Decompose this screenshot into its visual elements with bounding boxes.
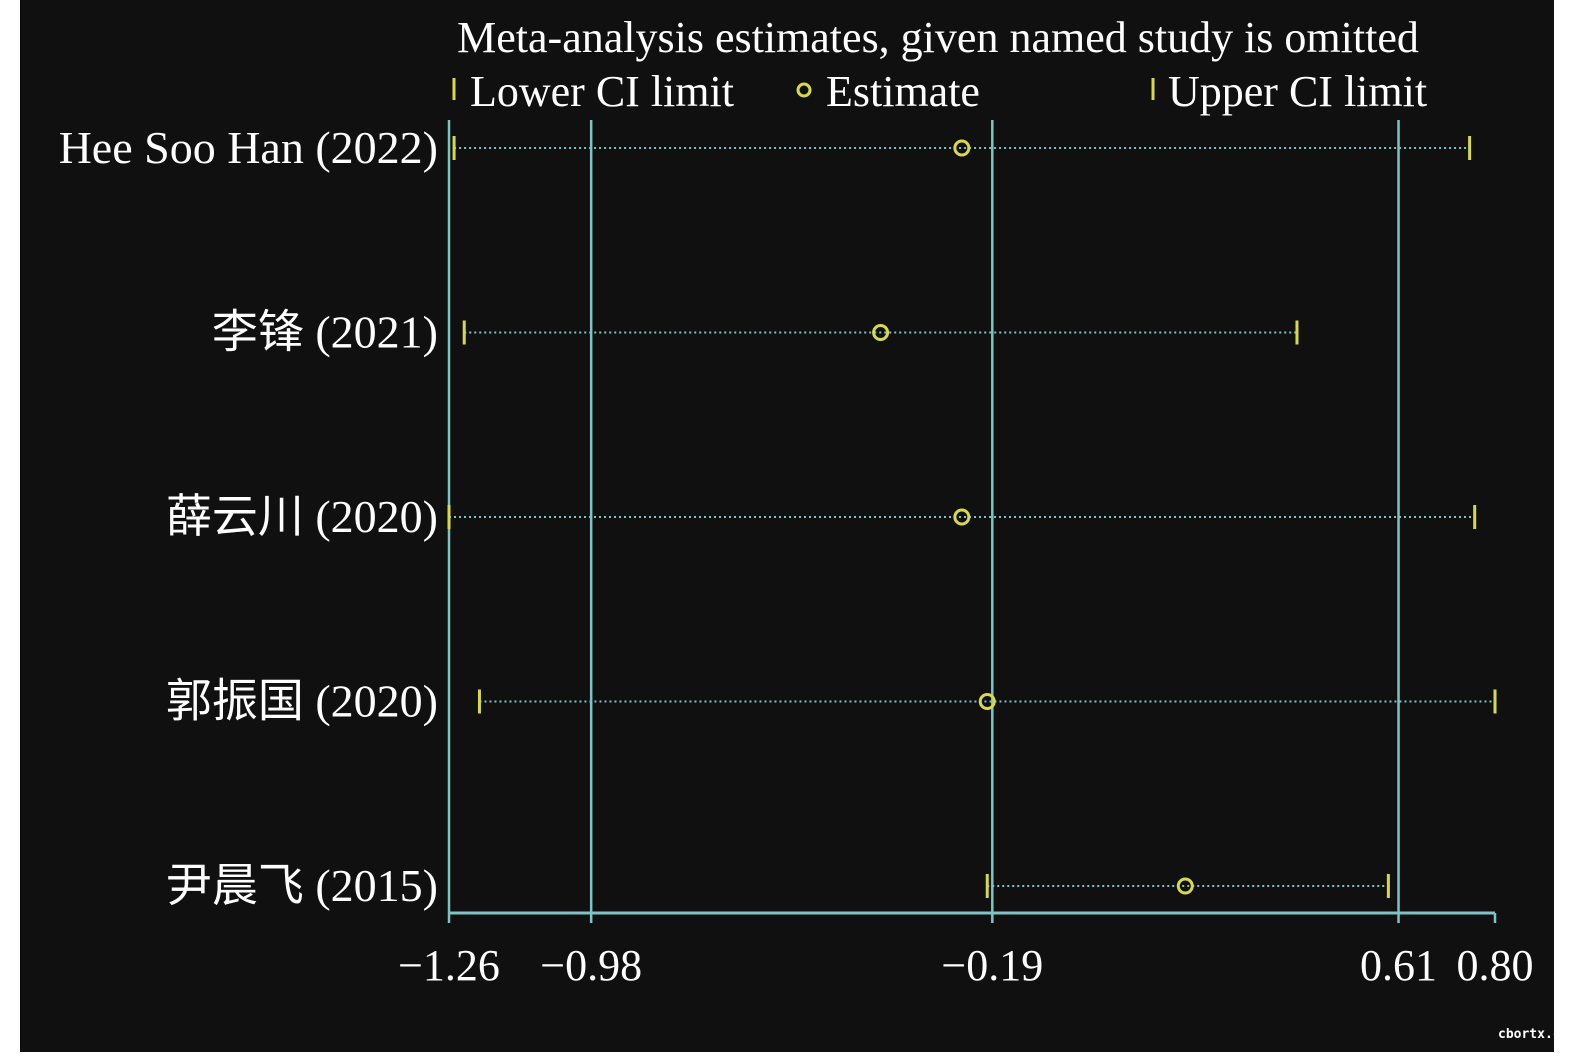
chart-title: Meta-analysis estimates, given named stu… [457,13,1419,62]
study-label: 薛云川 (2020) [166,491,438,542]
forest-plot: Meta-analysis estimates, given named stu… [59,13,1534,990]
study-label: 郭振国 (2020) [166,676,438,727]
x-tick-label: −0.98 [540,941,642,990]
plot-area: Meta-analysis estimates, given named stu… [20,0,1561,1052]
legend-upper-label: Upper CI limit [1168,67,1427,116]
study-label: 李锋 (2021) [212,307,438,358]
legend-estimate-marker [796,82,812,98]
estimate-marker [872,324,890,341]
x-tick-label: −0.19 [941,941,1043,990]
x-tick-label: −1.26 [398,941,500,990]
legend: Lower CI limit Estimate Upper CI limit [452,67,1427,116]
legend-lower-label: Lower CI limit [470,67,734,116]
estimate-marker [953,508,971,526]
study-label: Hee Soo Han (2022) [59,122,438,173]
study-label: 尹晨飞 (2015) [166,860,438,911]
estimate-marker [978,693,996,710]
x-tick-label: 0.80 [1457,941,1534,990]
estimate-marker [1176,877,1194,895]
legend-estimate-label: Estimate [826,67,980,116]
watermark: cbortx.c [1498,1027,1561,1042]
estimate-marker [953,139,971,157]
x-tick-label: 0.61 [1360,941,1437,990]
